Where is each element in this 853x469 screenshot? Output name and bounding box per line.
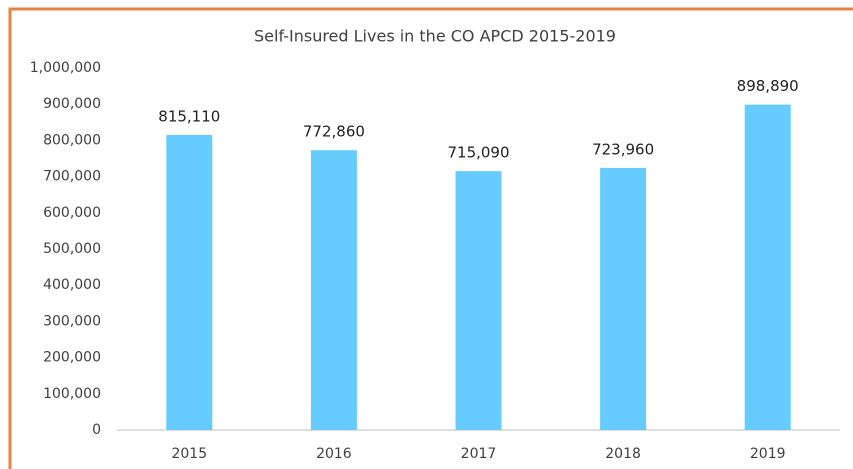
bar — [455, 171, 502, 430]
x-tick-label: 2015 — [171, 446, 207, 462]
y-tick-label: 200,000 — [43, 350, 101, 366]
bar — [310, 150, 357, 431]
value-label: 815,110 — [158, 107, 220, 125]
y-tick-label: 400,000 — [43, 277, 101, 293]
value-label: 723,960 — [592, 140, 654, 158]
chart-title: Self-Insured Lives in the CO APCD 2015-2… — [254, 27, 616, 46]
y-tick-label: 500,000 — [43, 241, 101, 257]
y-tick-label: 300,000 — [43, 313, 101, 329]
y-tick-label: 900,000 — [43, 96, 101, 112]
value-label: 898,890 — [737, 77, 799, 95]
x-tick-label: 2016 — [316, 446, 352, 462]
y-tick-label: 700,000 — [43, 169, 101, 185]
y-tick-label: 0 — [92, 422, 101, 438]
x-tick-label: 2017 — [461, 446, 497, 462]
y-tick-label: 100,000 — [43, 386, 101, 402]
x-tick-label: 2018 — [605, 446, 641, 462]
x-tick-label: 2019 — [750, 446, 786, 462]
bar — [600, 167, 647, 430]
y-tick-label: 800,000 — [43, 132, 101, 148]
bar — [166, 134, 213, 430]
value-label: 772,860 — [303, 123, 365, 141]
y-tick-label: 1,000,000 — [30, 60, 101, 76]
value-label: 715,090 — [447, 144, 509, 162]
frame — [8, 7, 853, 469]
bar — [744, 104, 791, 431]
y-tick-label: 600,000 — [43, 205, 101, 221]
